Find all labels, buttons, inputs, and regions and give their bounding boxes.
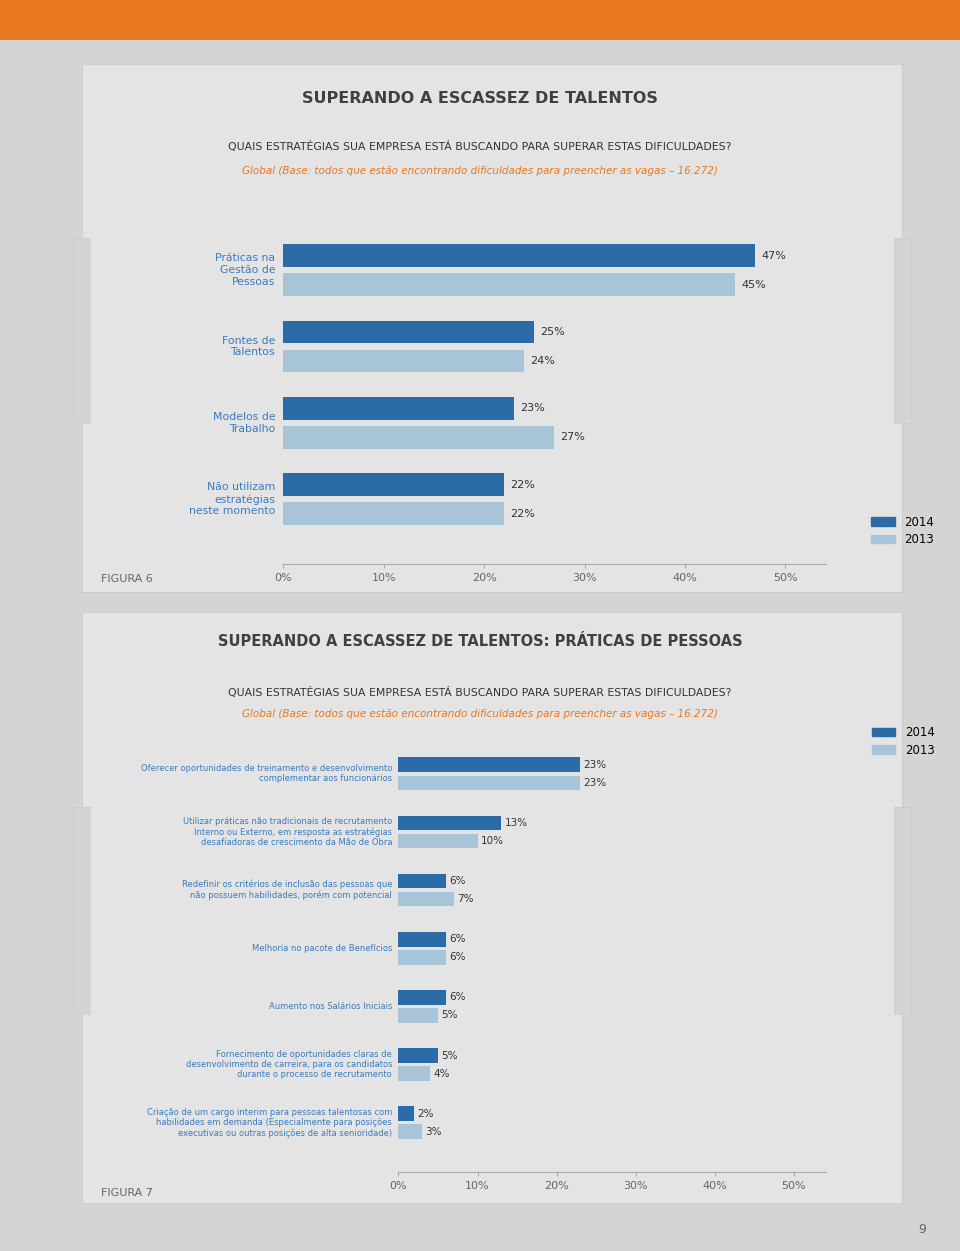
Bar (283, 425, 554, 449)
Bar (398, 816, 501, 831)
Text: QUAIS ESTRATÉGIAS SUA EMPRESA ESTÁ BUSCANDO PARA SUPERAR ESTAS DIFICULDADES?: QUAIS ESTRATÉGIAS SUA EMPRESA ESTÁ BUSCA… (228, 687, 732, 698)
Legend: 2014, 2013: 2014, 2013 (867, 722, 939, 762)
Text: Redefinir os critérios de inclusão das pessoas que
não possuem habilidades, poré: Redefinir os critérios de inclusão das p… (181, 879, 392, 901)
Bar (283, 503, 504, 525)
Text: FIGURA 6: FIGURA 6 (101, 574, 153, 584)
Bar (398, 1048, 438, 1063)
Bar (398, 833, 477, 848)
Text: 22%: 22% (510, 509, 535, 519)
Text: 24%: 24% (530, 357, 555, 367)
Text: 5%: 5% (442, 1051, 458, 1061)
Bar (283, 397, 515, 420)
Bar (283, 473, 504, 497)
Text: Práticas na
Gestão de
Pessoas: Práticas na Gestão de Pessoas (215, 254, 276, 286)
Bar (398, 1008, 438, 1023)
Text: 25%: 25% (540, 327, 565, 337)
Text: 6%: 6% (449, 876, 466, 886)
Text: 23%: 23% (584, 759, 607, 769)
Text: 45%: 45% (741, 280, 766, 290)
Text: 5%: 5% (442, 1011, 458, 1021)
Text: 10%: 10% (481, 836, 504, 846)
Text: 6%: 6% (449, 934, 466, 945)
Bar (283, 349, 524, 373)
Bar (398, 1125, 422, 1138)
Text: Global (Base: todos que estão encontrando dificuldades para preencher as vagas –: Global (Base: todos que estão encontrand… (242, 166, 718, 176)
Text: SUPERANDO A ESCASSEZ DE TALENTOS: SUPERANDO A ESCASSEZ DE TALENTOS (302, 91, 658, 106)
Bar (283, 273, 735, 296)
Text: Modelos de
Trabalho: Modelos de Trabalho (212, 412, 276, 434)
Text: 2%: 2% (418, 1108, 434, 1118)
Text: 3%: 3% (425, 1127, 442, 1137)
Text: FIGURA 7: FIGURA 7 (101, 1188, 153, 1198)
Bar (398, 1066, 430, 1081)
Text: 27%: 27% (561, 433, 586, 443)
Bar (398, 950, 445, 965)
Bar (283, 320, 535, 344)
Text: 23%: 23% (584, 778, 607, 788)
Legend: 2014, 2013: 2014, 2013 (867, 510, 939, 552)
Text: SUPERANDO A ESCASSEZ DE TALENTOS: PRÁTICAS DE PESSOAS: SUPERANDO A ESCASSEZ DE TALENTOS: PRÁTIC… (218, 634, 742, 649)
Text: 22%: 22% (510, 479, 535, 489)
Text: 23%: 23% (520, 403, 545, 413)
Text: Utilizar práticas não tradicionais de recrutamento
Interno ou Externo, em respos: Utilizar práticas não tradicionais de re… (182, 817, 392, 847)
Bar (398, 758, 581, 772)
Text: QUAIS ESTRATÉGIAS SUA EMPRESA ESTÁ BUSCANDO PARA SUPERAR ESTAS DIFICULDADES?: QUAIS ESTRATÉGIAS SUA EMPRESA ESTÁ BUSCA… (228, 141, 732, 153)
Text: Oferecer oportunidades de treinamento e desenvolvimento
complementar aos funcion: Oferecer oportunidades de treinamento e … (141, 764, 392, 783)
Text: Fontes de
Talentos: Fontes de Talentos (222, 335, 276, 358)
Bar (398, 892, 454, 907)
Text: 13%: 13% (504, 818, 528, 828)
Bar (398, 990, 445, 1005)
Text: Melhoria no pacote de Benefícios: Melhoria no pacote de Benefícios (252, 943, 392, 953)
Text: Fornecimento de oportunidades claras de
desenvolvimento de carreira, para os can: Fornecimento de oportunidades claras de … (185, 1050, 392, 1080)
Text: Criação de um cargo interim para pessoas talentosas com
habilidades em demanda (: Criação de um cargo interim para pessoas… (147, 1108, 392, 1137)
Bar (398, 776, 581, 791)
Text: Não utilizam
estratégias
neste momento: Não utilizam estratégias neste momento (189, 483, 276, 517)
Text: 4%: 4% (433, 1068, 449, 1078)
Text: 7%: 7% (457, 894, 473, 904)
Bar (283, 244, 756, 266)
Text: Global (Base: todos que estão encontrando dificuldades para preencher as vagas –: Global (Base: todos que estão encontrand… (242, 709, 718, 719)
Text: 47%: 47% (761, 250, 786, 260)
Text: 6%: 6% (449, 992, 466, 1002)
Bar (398, 873, 445, 888)
Text: 6%: 6% (449, 952, 466, 962)
Text: Aumento nos Salários Iniciais: Aumento nos Salários Iniciais (269, 1002, 392, 1011)
Bar (398, 932, 445, 947)
Text: 9: 9 (919, 1223, 926, 1236)
Bar (398, 1106, 414, 1121)
